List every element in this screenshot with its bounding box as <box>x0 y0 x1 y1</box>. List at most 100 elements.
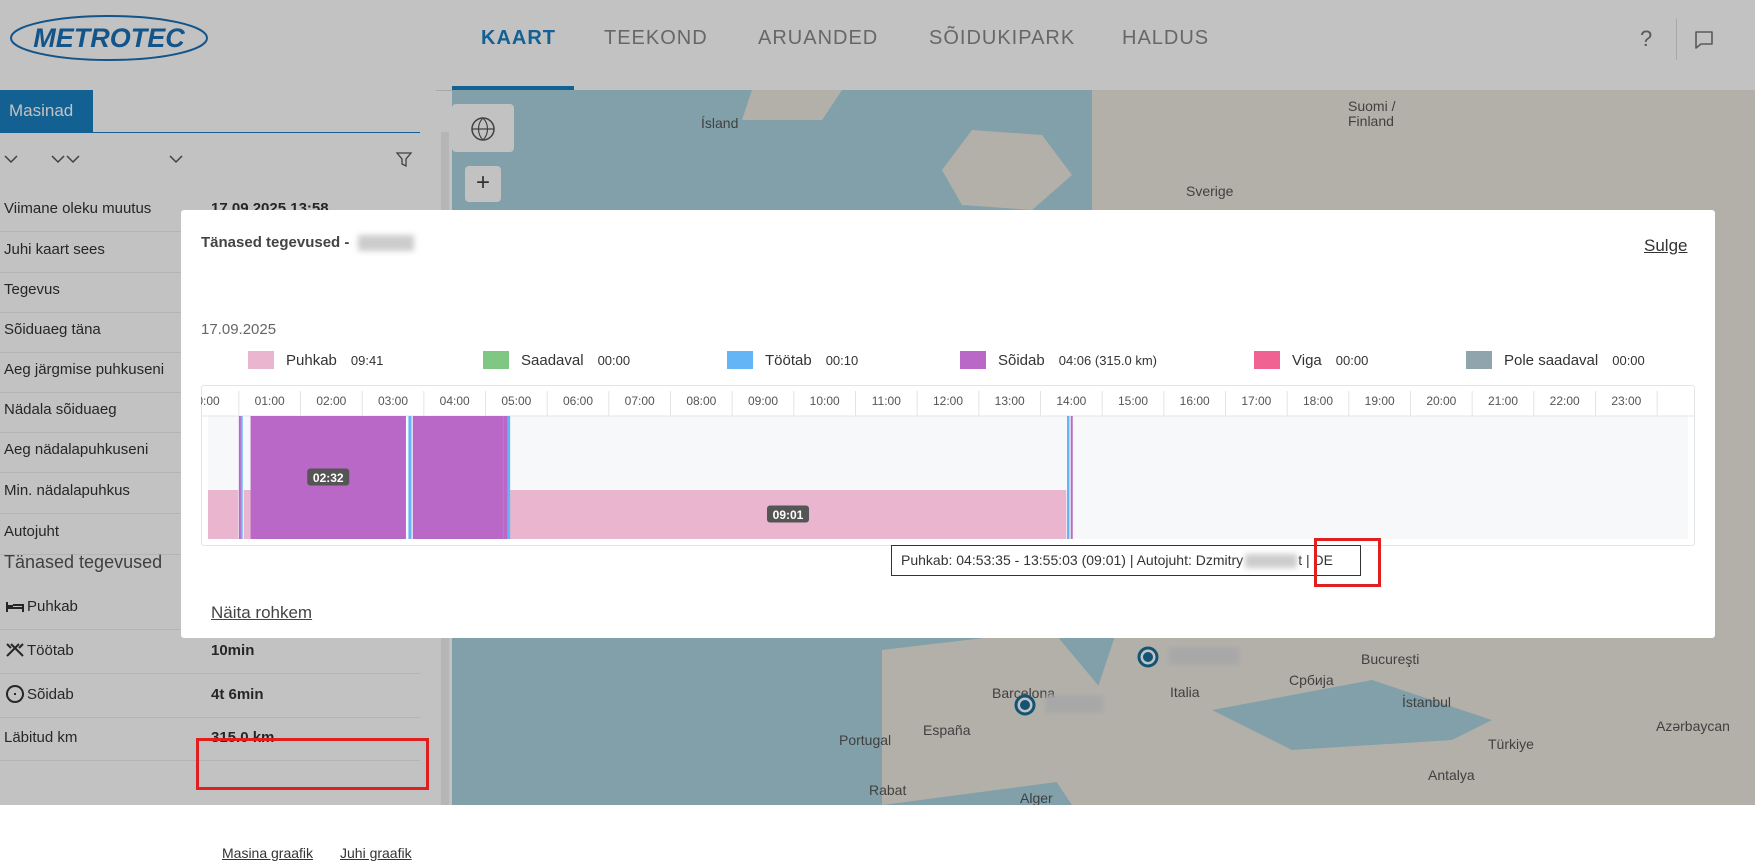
row-label: Tegevus <box>4 281 60 298</box>
more-text[interactable]: Näita rohkem <box>211 603 313 622</box>
hidden-name <box>358 235 414 251</box>
panel-link[interactable]: Juhi graafik <box>340 845 412 861</box>
activity-bar[interactable] <box>1067 416 1070 539</box>
tooltip: Puhkab: 04:53:35 - 13:55:03 (09:01) | Au… <box>891 545 1361 576</box>
filter-icon <box>395 152 413 168</box>
close-text[interactable]: Sulge <box>1644 236 1688 255</box>
hour-label: 09:00 <box>748 394 778 408</box>
panel-link-text[interactable]: Masina graafik <box>222 845 314 861</box>
row-divider <box>0 760 420 761</box>
tab[interactable]: Masinad <box>0 90 93 132</box>
land <box>742 90 842 120</box>
tab-line <box>0 132 420 133</box>
bar-label: 09:01 <box>773 508 804 522</box>
vehicle-marker[interactable] <box>1136 645 1166 675</box>
hour-label: 06:00 <box>563 394 593 408</box>
icon-glyph <box>6 643 24 657</box>
activity-bar[interactable] <box>208 490 239 539</box>
header: METROTEC KAART TEEKOND ARUANDED SÕIDUKIP… <box>0 0 1755 91</box>
nav-item[interactable]: ARUANDED <box>758 27 879 49</box>
marker-dot <box>1143 652 1153 662</box>
legend-name: Viga <box>1292 351 1322 369</box>
activity-bar[interactable] <box>1070 416 1073 539</box>
legend-swatch <box>483 351 509 369</box>
activity-value: 10min <box>211 642 255 659</box>
close-link[interactable]: Sulge <box>1644 236 1687 256</box>
map-label: Ísland <box>701 115 739 131</box>
legend-swatch <box>727 351 753 369</box>
activity-bar[interactable] <box>503 416 508 539</box>
bar-label-bg <box>767 505 810 523</box>
hour-label: 05:00 <box>501 394 531 408</box>
activity-bar[interactable] <box>408 416 412 539</box>
map-label: Barcelona <box>992 685 1056 701</box>
map-label: Србија <box>1289 672 1334 688</box>
nav-item[interactable]: KAART <box>481 27 556 49</box>
hour-label: 19:00 <box>1365 394 1395 408</box>
globe-button[interactable] <box>452 104 514 152</box>
globe-lines <box>472 117 494 141</box>
hour-label: 18:00 <box>1303 394 1333 408</box>
activity-bar[interactable] <box>412 416 504 539</box>
land <box>882 630 1102 805</box>
hour-label: 13:00 <box>995 394 1025 408</box>
logo[interactable]: METROTEC <box>8 13 210 63</box>
map-label: Alger <box>1020 790 1053 805</box>
icon-glyph <box>6 602 24 612</box>
row-divider <box>0 673 420 674</box>
activity-value: 4t 6min <box>211 686 264 703</box>
activity-label: Sõidab <box>27 686 74 703</box>
legend-item: Saadaval 00:00 <box>483 351 630 369</box>
map-label: Finland <box>1348 113 1394 129</box>
row-label: Juhi kaart sees <box>4 241 105 258</box>
more-link[interactable]: Näita rohkem <box>211 603 312 623</box>
date: 17.09.2025 <box>201 321 277 338</box>
row-label: Sõiduaeg täna <box>4 321 101 338</box>
legend-item: Pole saadaval 00:00 <box>1466 351 1645 369</box>
nav-item[interactable]: SÕIDUKIPARK <box>929 27 1076 49</box>
row-label: Aeg nädalapuhkuseni <box>4 441 149 458</box>
legend-total: 09:41 <box>350 352 384 368</box>
row-label: Viimane oleku muutus <box>4 200 152 217</box>
row-label: Autojuht <box>4 523 60 540</box>
map-label: España <box>923 722 971 738</box>
hour-label: 20:00 <box>1426 394 1456 408</box>
hour-label: 01:00 <box>255 394 285 408</box>
chevrons <box>4 155 183 164</box>
activity-bar[interactable] <box>243 490 251 539</box>
hour-label: 08:00 <box>686 394 716 408</box>
activity-label: Läbitud km <box>4 729 78 746</box>
hour-label: 07:00 <box>625 394 655 408</box>
map-label: Bucureşti <box>1361 651 1420 667</box>
panel-link[interactable]: Masina graafik <box>222 845 313 861</box>
row-label: Aeg järgmise puhkuseni <box>4 361 165 378</box>
legend-name: Saadaval <box>521 351 584 369</box>
nav-item[interactable]: TEEKOND <box>604 27 708 49</box>
vehicle-marker[interactable] <box>1013 693 1043 723</box>
hour-label: 12:00 <box>933 394 963 408</box>
zoom-in[interactable]: + <box>465 166 501 202</box>
chat-icon[interactable] <box>1692 28 1716 52</box>
activity-bar[interactable] <box>507 416 511 539</box>
hour-label: 0:00 <box>201 394 220 408</box>
legend-swatch <box>960 351 986 369</box>
section-title: Tänased tegevused <box>4 552 163 572</box>
activity-bar[interactable] <box>240 416 243 539</box>
activity-icon <box>6 643 24 657</box>
icon-glyph <box>6 685 24 703</box>
highlight-box <box>196 738 429 790</box>
activity-label: Töötab <box>27 642 74 659</box>
map-label: Portugal <box>839 732 892 748</box>
hour-label: 21:00 <box>1488 394 1518 408</box>
row-label: Nädala sõiduaeg <box>4 401 117 418</box>
legend-swatch <box>1254 351 1280 369</box>
nav-item[interactable]: HALDUS <box>1122 27 1210 49</box>
legend-name: Pole saadaval <box>1504 351 1599 369</box>
help-icon[interactable]: ? <box>1640 26 1653 51</box>
panel-link-text[interactable]: Juhi graafik <box>340 845 412 861</box>
chat-glyph <box>1695 31 1713 49</box>
activity-bar[interactable] <box>238 416 241 539</box>
legend-total: 04:06 (315.0 km) <box>1058 352 1157 368</box>
bar-label: 02:32 <box>313 471 344 485</box>
hidden-label <box>1045 695 1103 713</box>
